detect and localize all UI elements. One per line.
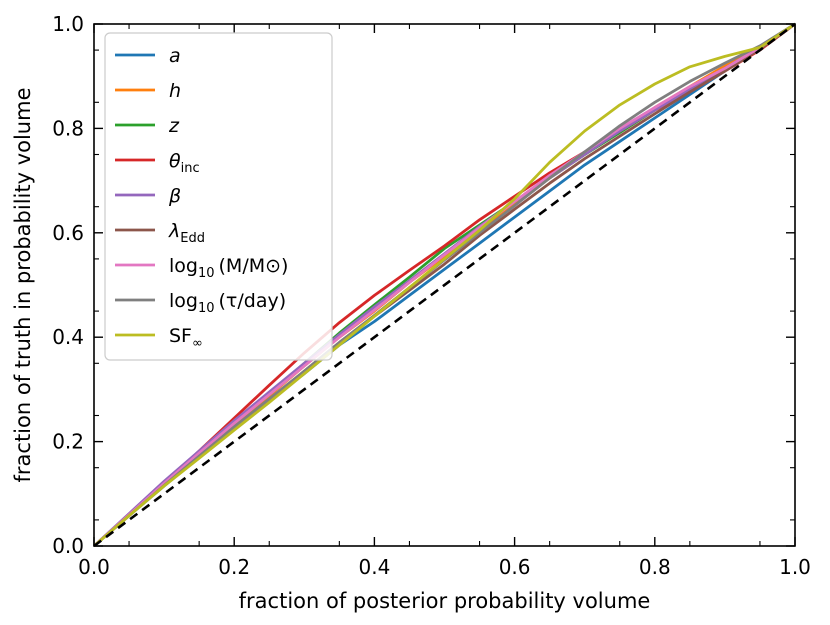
legend: ahz θinc β λEdd log10 (M/M⊙) log10 (τ/day) SF∞ [104, 32, 333, 361]
legend-label: β [168, 185, 181, 207]
y-tick-label: 1.0 [52, 12, 84, 36]
y-tick-label: 0.6 [52, 221, 84, 245]
legend-box [104, 32, 333, 361]
reference-line [93, 22, 796, 548]
legend-label: h [169, 80, 181, 102]
x-tick-label: 1.0 [779, 555, 811, 579]
legend-label: θinc [169, 150, 200, 176]
legend-label: λEdd [168, 220, 205, 246]
legend-label: log10 (M/M⊙) [169, 255, 288, 281]
y-tick-label: 0.8 [52, 116, 84, 140]
x-axis-label: fraction of posterior probability volume [239, 589, 651, 613]
y-tick-label: 0.0 [52, 534, 84, 558]
series-lines [93, 22, 796, 548]
x-tick-label: 0.4 [358, 555, 390, 579]
y-axis-label: fraction of truth in probability volume [11, 88, 35, 483]
x-tick-label: 0.2 [218, 555, 250, 579]
x-tick-label: 0.0 [78, 555, 110, 579]
legend-label: z [168, 115, 180, 137]
legend-label: a [169, 45, 181, 67]
series-line [93, 22, 796, 548]
legend-label: log10 (τ/day) [169, 290, 286, 316]
x-tick-label: 0.6 [499, 555, 531, 579]
x-tick-label: 0.8 [639, 555, 671, 579]
plot-frame [93, 23, 796, 547]
series-line [93, 22, 796, 548]
y-tick-label: 0.4 [52, 325, 84, 349]
legend-label: SF∞ [169, 325, 203, 351]
tick-labels: 0.0 0.2 0.4 0.6 0.8 1.0 0.0 0.2 0.4 0.6 0.8 1.0 [52, 12, 811, 579]
y-tick-label: 0.2 [52, 430, 84, 454]
